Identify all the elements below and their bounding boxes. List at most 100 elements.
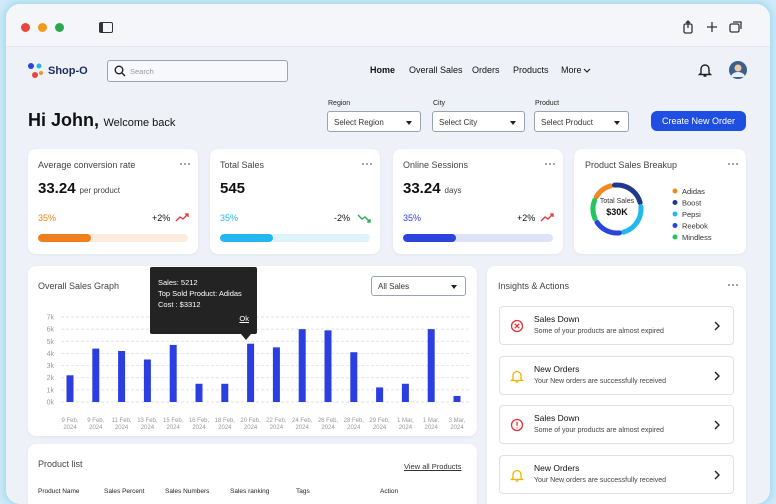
dropdown-caret xyxy=(614,121,620,125)
window-tools xyxy=(683,20,742,34)
donut-center-label: Total Sales xyxy=(600,198,635,205)
progress-track-bg xyxy=(403,234,553,242)
bell-icon xyxy=(510,469,524,482)
dropdown-caret xyxy=(510,121,516,125)
avatar[interactable] xyxy=(729,61,747,79)
stat-value-row: 545 xyxy=(220,180,245,198)
more-button[interactable] xyxy=(728,284,740,287)
bar xyxy=(453,395,461,402)
bar xyxy=(118,351,126,402)
progress-fill xyxy=(403,234,456,242)
chevron xyxy=(714,470,720,479)
legend-label: Boost xyxy=(682,199,702,208)
filter-select[interactable]: Select City xyxy=(432,111,525,132)
progress-track-bg xyxy=(38,234,188,242)
donut-chart: Total Sales $30K Adidas Boost Pepsi Reebok M… xyxy=(590,182,712,242)
x-tick-label: 26 Feb, 2024 xyxy=(317,418,339,431)
filter-placeholder: Select City xyxy=(439,118,478,127)
x-tick-label: 16 Feb, 2024 xyxy=(188,418,210,431)
insight-text: Your New orders are successfully receive… xyxy=(534,476,667,484)
chart-filter-text: All Sales xyxy=(378,282,410,291)
filter-select[interactable]: Select Product xyxy=(534,111,629,132)
stat-value: 545 xyxy=(220,180,246,197)
trend-line xyxy=(175,213,189,222)
search-icon xyxy=(114,65,126,77)
stat-change: +2% xyxy=(517,213,536,223)
trend-line xyxy=(357,214,371,223)
insight-item[interactable]: New Orders Your New orders are successful… xyxy=(499,355,734,395)
more-button[interactable] xyxy=(545,163,557,166)
tabs-icon[interactable] xyxy=(729,23,740,33)
filter-select[interactable]: Select Region xyxy=(327,111,421,132)
view-all-link[interactable]: View all Products xyxy=(404,462,462,471)
trend-arrow xyxy=(357,214,371,223)
search-box[interactable]: Search xyxy=(107,60,288,82)
legend-swatch xyxy=(672,234,678,240)
x-tick-label: 9 Feb, 2024 xyxy=(87,418,105,431)
bar xyxy=(350,352,358,402)
more-button[interactable] xyxy=(362,163,374,166)
nav-link[interactable]: Orders xyxy=(472,65,500,75)
new-tab-icon[interactable] xyxy=(707,22,717,32)
insight-item[interactable]: New Orders Your New orders are successful… xyxy=(499,454,734,494)
column-header: Tags xyxy=(296,488,310,495)
stat-value-row: 33.24 days xyxy=(403,180,461,198)
notification-icon[interactable] xyxy=(698,62,712,78)
more-chevron xyxy=(583,68,591,73)
column-header: Action xyxy=(380,488,399,495)
legend-swatch xyxy=(672,200,678,205)
insight-item[interactable]: Sales Down Some of your products are almo… xyxy=(499,306,734,345)
status-mark xyxy=(514,323,520,329)
x-tick-label: 15 Feb, 2024 xyxy=(163,418,184,431)
stat-unit: per product xyxy=(79,186,121,195)
trend-arrow xyxy=(540,213,554,222)
chevron xyxy=(583,68,591,73)
stat-percent: 35% xyxy=(403,213,422,223)
search-placeholder: Search xyxy=(130,67,154,76)
x-tick-label: 20 Feb, 2024 xyxy=(240,418,261,431)
donut-segment xyxy=(590,182,644,236)
stat-card: Total Sales 545 35% -2% xyxy=(210,149,380,254)
close-button[interactable] xyxy=(21,23,30,32)
insight-item[interactable]: Sales Down Some of your products are almo… xyxy=(499,405,734,444)
stat-unit: days xyxy=(444,186,462,195)
bell-icon xyxy=(510,370,524,383)
nav-link[interactable]: Overall Sales xyxy=(409,65,463,75)
column-header: Sales ranking xyxy=(230,488,270,495)
greeting-welcome: Welcome back xyxy=(103,117,176,129)
tooltip-line: Sales: 5212 xyxy=(158,278,198,287)
insight-title: Sales Down xyxy=(534,413,580,423)
filter-placeholder: Select Region xyxy=(334,118,384,127)
minimize-button[interactable] xyxy=(38,23,47,32)
stat-title: Total Sales xyxy=(220,160,265,170)
chart-filter[interactable]: All Sales xyxy=(371,276,466,296)
logo-text: Shop-O xyxy=(48,65,88,77)
sales-graph-card: Overall Sales Graph All Sales 0k 1k 2k 3k 4k… xyxy=(28,266,477,436)
progress-track xyxy=(38,234,188,242)
more-button[interactable] xyxy=(728,163,740,166)
trend-line xyxy=(540,213,554,222)
x-tick-label: 1 Mar, 2024 xyxy=(397,418,414,431)
bar xyxy=(221,383,229,402)
nav-link[interactable]: Home xyxy=(370,65,396,75)
tooltip-pointer xyxy=(241,334,251,340)
chevron xyxy=(714,420,720,430)
stat-title: Average conversion rate xyxy=(38,160,136,170)
nav-link[interactable]: More xyxy=(561,65,582,75)
create-order-button[interactable]: Create New Order xyxy=(651,111,746,131)
bar xyxy=(169,344,177,402)
progress-fill xyxy=(220,234,273,242)
more-button[interactable] xyxy=(180,163,192,166)
stat-value: 33.24 xyxy=(38,180,76,197)
product-list-title: Product list xyxy=(38,459,83,469)
chevron-right xyxy=(714,371,720,380)
column-header: Sales Percent xyxy=(104,488,145,495)
sidebar-icon[interactable] xyxy=(99,22,113,33)
dropdown-caret xyxy=(406,121,412,125)
y-tick-label: 1k xyxy=(47,387,55,394)
status-circle xyxy=(510,418,524,432)
nav-link[interactable]: Products xyxy=(513,65,549,75)
bar xyxy=(247,343,255,402)
tooltip-ok[interactable]: Ok xyxy=(239,314,249,323)
maximize-button[interactable] xyxy=(55,23,64,32)
